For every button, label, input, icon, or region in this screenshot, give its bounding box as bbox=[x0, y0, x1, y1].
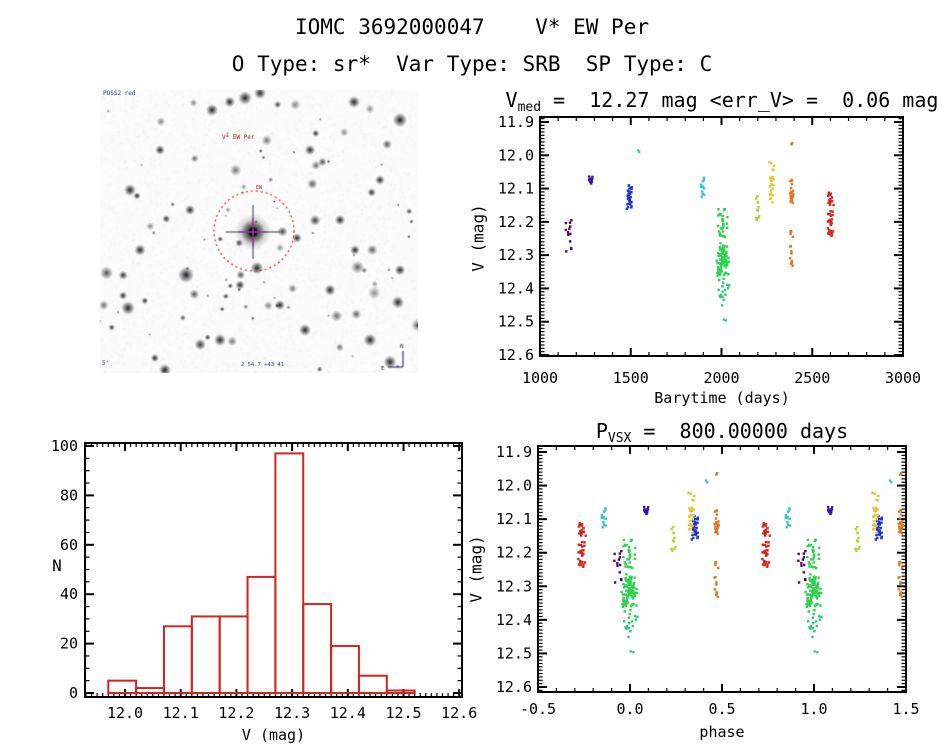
svg-text:0.5: 0.5 bbox=[708, 700, 735, 718]
svg-text:11.9: 11.9 bbox=[498, 113, 534, 131]
svg-text:12.3: 12.3 bbox=[274, 704, 310, 722]
svg-text:12.1: 12.1 bbox=[498, 180, 534, 198]
lightcurve-tick-labels: 1000 1500 2000 2500 3000 11.9 12.0 12.1 12.2 12.3… bbox=[498, 113, 921, 387]
phase-xlabel: phase bbox=[699, 723, 745, 741]
phase-tick-labels: -0.5 0.0 0.5 1.0 1.5 11.9 12.0 12.1 12.2 12.3 12.4… bbox=[496, 443, 920, 718]
svg-text:12.3: 12.3 bbox=[498, 246, 534, 264]
svg-text:12.6: 12.6 bbox=[496, 678, 532, 696]
histogram-xlabel: V (mag) bbox=[241, 726, 306, 744]
svg-text:80: 80 bbox=[60, 486, 78, 504]
svg-text:12.1: 12.1 bbox=[496, 510, 532, 528]
svg-text:12.2: 12.2 bbox=[496, 544, 532, 562]
lightcurve-ylabel: V (mag) bbox=[468, 204, 488, 272]
lightcurve-title-prefix: V bbox=[505, 88, 518, 112]
svg-text:12.2: 12.2 bbox=[498, 213, 534, 231]
lightcurve-plot: 1000 1500 2000 2500 3000 11.9 12.0 12.1 12.2 12.3… bbox=[498, 113, 921, 387]
finder-marker-label: EW bbox=[256, 185, 263, 191]
svg-text:12.6: 12.6 bbox=[441, 704, 477, 722]
finder-survey-label: POSS2 red bbox=[103, 90, 136, 97]
lightcurve-title-rest: = 12.27 mag <err_V> = 0.06 mag bbox=[541, 88, 939, 112]
svg-text:60: 60 bbox=[60, 536, 78, 554]
page-subtitle: O Type: sr* Var Type: SRB SP Type: C bbox=[231, 52, 713, 76]
svg-text:12.4: 12.4 bbox=[496, 611, 532, 629]
svg-text:100: 100 bbox=[51, 437, 78, 455]
svg-text:12.4: 12.4 bbox=[498, 279, 534, 297]
lightcurve-title: Vmed = 12.27 mag <err_V> = 0.06 mag bbox=[500, 88, 944, 115]
lightcurve-points bbox=[564, 141, 835, 322]
finder-chart: POSS2 red V* EW Per EW 2 54.7 +43 41 5' bbox=[100, 90, 418, 373]
histogram-ylabel: N bbox=[52, 556, 62, 575]
phase-title-rest: = 800.00000 days bbox=[631, 419, 849, 443]
histogram-tick-labels: 12.0 12.1 12.2 12.3 12.4 12.5 12.6 0 20 40 60 80 100 bbox=[51, 437, 477, 722]
svg-text:12.0: 12.0 bbox=[496, 477, 532, 495]
lightcurve-xlabel: Barytime (days) bbox=[654, 389, 790, 407]
histogram-axes bbox=[84, 442, 463, 698]
svg-text:0: 0 bbox=[69, 684, 78, 702]
svg-text:12.1: 12.1 bbox=[163, 704, 199, 722]
svg-text:12.0: 12.0 bbox=[498, 146, 534, 164]
phase-points bbox=[577, 472, 904, 654]
svg-text:2500: 2500 bbox=[794, 369, 830, 387]
finder-coord-label: 2 54.7 +43 41 bbox=[241, 362, 285, 368]
starfield-image bbox=[100, 90, 418, 373]
phase-title-prefix: P bbox=[595, 419, 608, 443]
svg-text:12.5: 12.5 bbox=[385, 704, 421, 722]
phase-title: PVSX = 800.00000 days bbox=[500, 419, 944, 446]
svg-text:-0.5: -0.5 bbox=[520, 700, 556, 718]
phase-title-sub: VSX bbox=[607, 431, 632, 446]
svg-text:12.5: 12.5 bbox=[498, 313, 534, 331]
svg-text:2000: 2000 bbox=[703, 369, 739, 387]
svg-text:12.4: 12.4 bbox=[330, 704, 366, 722]
svg-text:12.0: 12.0 bbox=[107, 704, 143, 722]
phase-axes bbox=[537, 445, 907, 693]
svg-text:1000: 1000 bbox=[522, 369, 558, 387]
page-title: IOMC 3692000047 V* EW Per bbox=[294, 15, 649, 39]
svg-text:1500: 1500 bbox=[613, 369, 649, 387]
svg-text:12.3: 12.3 bbox=[496, 577, 532, 595]
svg-text:12.5: 12.5 bbox=[496, 644, 532, 662]
svg-text:1.5: 1.5 bbox=[892, 700, 919, 718]
svg-text:1.0: 1.0 bbox=[800, 700, 827, 718]
finder-target-label: V* EW Per bbox=[222, 134, 255, 141]
svg-text:12.2: 12.2 bbox=[218, 704, 254, 722]
histogram-plot: 12.0 12.1 12.2 12.3 12.4 12.5 12.6 0 20 40 60 80 100 bbox=[51, 437, 477, 722]
svg-text:12.6: 12.6 bbox=[498, 346, 534, 364]
phase-ylabel: V (mag) bbox=[466, 535, 486, 603]
histogram-bars bbox=[107, 452, 416, 695]
svg-text:20: 20 bbox=[60, 635, 78, 653]
svg-text:3000: 3000 bbox=[885, 369, 921, 387]
lightcurve-axes bbox=[539, 116, 904, 357]
lightcurve-title-sub: med bbox=[517, 100, 542, 115]
phase-plot: -0.5 0.0 0.5 1.0 1.5 11.9 12.0 12.1 12.2 12.3 12.4… bbox=[496, 443, 920, 718]
finder-scale-label: 5' bbox=[102, 360, 110, 367]
svg-text:0.0: 0.0 bbox=[616, 700, 643, 718]
svg-text:11.9: 11.9 bbox=[496, 443, 532, 461]
svg-text:40: 40 bbox=[60, 585, 78, 603]
